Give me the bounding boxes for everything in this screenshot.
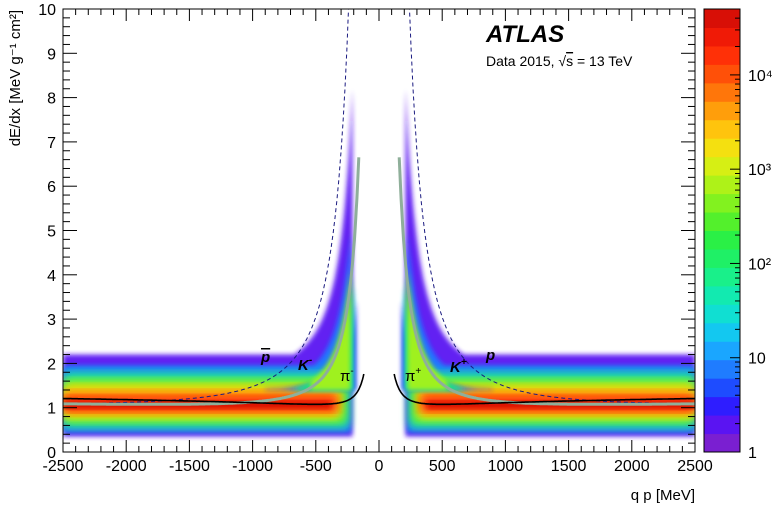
particle-labels: p K- π- π+ K+ p: [260, 347, 495, 385]
label-piplus: π+: [405, 366, 421, 385]
y-tick-label-1: 1: [47, 401, 56, 418]
colorbar-segment-10: [704, 248, 740, 268]
colorbar-frame: [703, 8, 741, 453]
fit-curves: [63, 9, 695, 406]
label-kplus: K+: [450, 357, 467, 376]
experiment-label: ATLAS: [485, 21, 564, 48]
x-tick-label-6: 500: [429, 458, 456, 475]
colorbar-segment-14: [704, 175, 740, 195]
colorbar-segment-20: [704, 64, 740, 84]
density-plume-neg-3: [310, 269, 351, 390]
x-tick-label-4: -500: [300, 458, 332, 475]
colorbar-segment-8: [704, 285, 740, 305]
dataset-label: Data 2015, √s = 13 TeV: [486, 53, 633, 69]
x-tick-label-8: 1500: [551, 458, 587, 475]
y-tick-label-10: 10: [38, 2, 56, 19]
colorbar-segment-11: [704, 230, 740, 250]
colorbar-segment-4: [704, 359, 740, 379]
colorbar-segment-19: [704, 82, 740, 102]
kplus-text: K: [450, 359, 462, 376]
x-tick-label-10: 2500: [677, 458, 713, 475]
kaon-curve-pos: [397, 157, 695, 406]
kplus-sup: +: [461, 357, 467, 368]
x-tick-label-2: -1500: [169, 458, 210, 475]
y-tick-label-5: 5: [47, 224, 56, 241]
pion-curve-neg: [63, 373, 365, 406]
y-tick-label-3: 3: [47, 312, 56, 329]
colorbar-segment-7: [704, 304, 740, 324]
colorbar-segment-6: [704, 322, 740, 342]
colorbar-segment-1: [704, 415, 740, 435]
x-tick-label-3: -1000: [232, 458, 273, 475]
piplus-text: π: [405, 368, 415, 385]
colorbar-label-3: 10³: [748, 162, 772, 179]
piminus-text: π: [340, 368, 350, 385]
y-tick-label-7: 7: [47, 135, 56, 152]
piplus-sup: +: [415, 366, 421, 377]
colorbar-segment-2: [704, 396, 740, 416]
dataset-prefix: Data 2015,: [486, 53, 558, 69]
colorbar-label-0: 1: [748, 445, 757, 462]
x-tick-label-5: 0: [375, 458, 384, 475]
label-piminus: π-: [340, 366, 354, 385]
colorbar-segment-3: [704, 378, 740, 398]
colorbar-segment-18: [704, 101, 740, 121]
colorbar-segment-22: [704, 27, 740, 47]
colorbar-segment-15: [704, 156, 740, 176]
colorbar-segment-0: [704, 433, 740, 453]
x-tick-label-0: -2500: [43, 458, 84, 475]
colorbar-segment-23: [704, 9, 740, 28]
x-axis-title: q p [MeV]: [631, 487, 695, 504]
y-axis-title: dE/dx [MeV g⁻¹ cm²]: [7, 10, 24, 146]
colorbar-segment-9: [704, 267, 740, 287]
kminus-text: K: [298, 357, 310, 374]
kminus-sup: -: [309, 355, 313, 366]
colorbar-segment-12: [704, 212, 740, 231]
colorbar-label-2: 10²: [748, 256, 772, 273]
colorbar: 1 10 10² 10³ 10⁴: [703, 8, 773, 462]
energy-label: = 13 TeV: [573, 53, 633, 69]
colorbar-label-1: 10: [748, 351, 766, 368]
colorbar-segment-21: [704, 45, 740, 65]
colorbar-segment-17: [704, 119, 740, 139]
density-plume-pos-3: [407, 269, 448, 390]
y-tick-label-8: 8: [47, 91, 56, 108]
y-tick-label-2: 2: [47, 356, 56, 373]
y-tick-label-9: 9: [47, 46, 56, 63]
x-tick-label-7: 1000: [488, 458, 524, 475]
label-antiproton: p: [260, 349, 270, 366]
colorbar-segment-5: [704, 341, 740, 361]
y-tick-label-6: 6: [47, 179, 56, 196]
y-axis: 0 1 2 3 4 5 6 7 8 9 10: [38, 2, 695, 462]
x-tick-label-1: -2000: [106, 458, 147, 475]
sqrt-symbol: √: [558, 53, 566, 69]
colorbar-segment-13: [704, 193, 740, 213]
kaon-curve-neg: [63, 157, 361, 406]
pion-curve-pos: [393, 373, 695, 406]
label-kminus: K-: [298, 355, 313, 374]
y-tick-label-0: 0: [47, 445, 56, 462]
y-tick-label-4: 4: [47, 268, 56, 285]
label-proton: p: [485, 347, 495, 364]
x-axis: -2500 -2000 -1500 -1000 -500 0 500 1000 1500 2000…: [43, 9, 713, 475]
sqrt-s-label: s: [566, 53, 573, 69]
colorbar-segment-16: [704, 138, 740, 158]
piminus-sup: -: [350, 366, 353, 377]
x-tick-label-9: 2000: [614, 458, 650, 475]
colorbar-label-4: 10⁴: [748, 68, 773, 85]
